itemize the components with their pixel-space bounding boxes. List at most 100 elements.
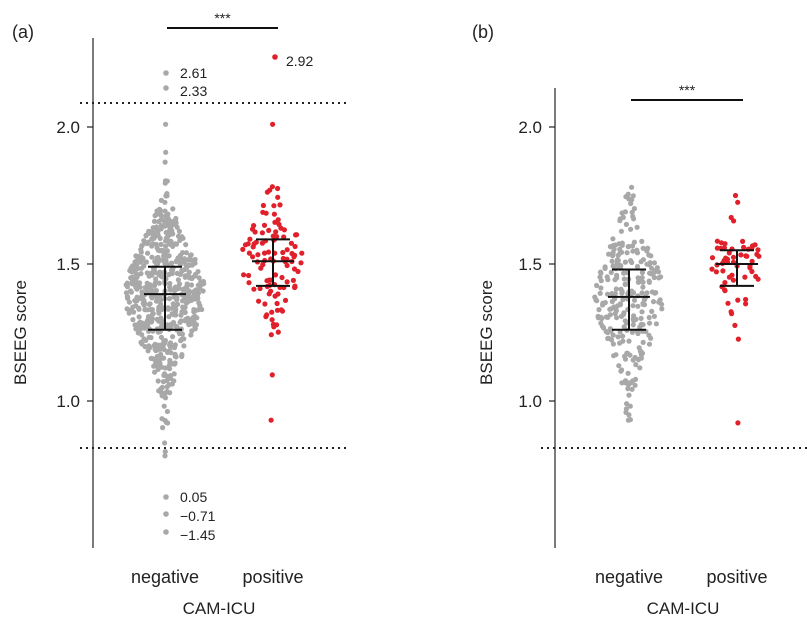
data-point (249, 226, 256, 232)
data-point (281, 227, 287, 233)
data-point (131, 309, 137, 315)
data-point (166, 314, 172, 320)
data-point (136, 314, 142, 320)
data-point (724, 256, 731, 262)
data-point (155, 378, 161, 384)
data-point (614, 315, 620, 321)
data-point (725, 300, 731, 306)
data-point (631, 206, 638, 212)
data-point (653, 321, 660, 327)
data-point (261, 222, 268, 228)
data-point (246, 280, 252, 286)
data-point (187, 316, 194, 322)
data-point (735, 336, 742, 342)
data-point (161, 403, 167, 409)
data-point (188, 332, 194, 338)
data-point (264, 278, 270, 284)
data-point (623, 221, 630, 227)
data-point (609, 291, 615, 297)
data-point (182, 296, 188, 302)
data-point (168, 344, 174, 350)
data-point (608, 269, 614, 275)
data-point (164, 378, 170, 384)
data-point (135, 283, 141, 289)
data-point (139, 254, 145, 261)
data-point (744, 253, 750, 259)
data-point (171, 361, 178, 367)
data-point (275, 217, 281, 223)
data-point (163, 121, 169, 127)
data-point (130, 317, 136, 323)
data-point (624, 250, 630, 256)
data-point (149, 316, 155, 322)
data-point (732, 192, 739, 199)
data-point (253, 239, 259, 245)
data-point (261, 250, 268, 256)
data-point (650, 299, 657, 305)
data-point (182, 318, 188, 324)
data-point (625, 382, 631, 388)
outlier-point (163, 70, 169, 76)
data-point (292, 243, 298, 250)
data-point (276, 221, 282, 227)
data-point (729, 311, 735, 317)
data-point (148, 355, 154, 361)
data-point (755, 247, 761, 253)
y-axis-label: BSEEG score (11, 280, 30, 385)
data-point (630, 193, 636, 199)
data-point (741, 244, 747, 250)
data-point (620, 297, 626, 303)
data-point (158, 241, 164, 247)
data-point (170, 334, 176, 340)
data-point (259, 230, 265, 236)
data-point (651, 313, 658, 319)
data-point (626, 392, 632, 398)
outlier-label: 2.92 (286, 53, 313, 69)
data-point (256, 298, 262, 304)
x-category-label: negative (131, 567, 199, 587)
data-point (182, 304, 188, 310)
data-point (154, 226, 160, 232)
data-point (630, 248, 636, 254)
data-point (631, 318, 637, 324)
data-point (196, 275, 202, 281)
data-point (635, 356, 641, 362)
data-point (151, 283, 158, 289)
data-point (743, 301, 749, 307)
swarm-negative (592, 184, 665, 423)
data-point (639, 309, 645, 315)
data-point (164, 388, 170, 395)
data-point (262, 301, 268, 307)
y-tick-label: 1.0 (56, 392, 80, 411)
data-point (130, 263, 136, 269)
data-point (128, 288, 134, 294)
y-tick-label: 1.0 (518, 392, 542, 411)
data-point (263, 314, 269, 320)
data-point (257, 285, 263, 292)
data-point (151, 218, 158, 224)
data-point (597, 274, 603, 280)
data-point (610, 332, 616, 338)
data-point (242, 242, 249, 248)
data-point (618, 228, 625, 234)
outlier-point (163, 85, 169, 91)
data-point (270, 121, 276, 127)
data-point (646, 278, 652, 284)
data-point (247, 236, 253, 242)
data-point (153, 298, 159, 304)
data-point (609, 258, 615, 264)
data-point (640, 339, 646, 345)
data-point (158, 213, 164, 219)
data-point (615, 258, 621, 264)
data-point (163, 235, 169, 241)
data-point (282, 297, 289, 303)
data-point (169, 242, 175, 248)
data-point (593, 297, 599, 303)
data-point (722, 241, 728, 247)
data-point (268, 417, 274, 423)
data-point (246, 250, 252, 256)
data-point (158, 197, 164, 203)
data-point (659, 306, 665, 312)
data-point (162, 208, 168, 214)
data-point (272, 293, 278, 299)
